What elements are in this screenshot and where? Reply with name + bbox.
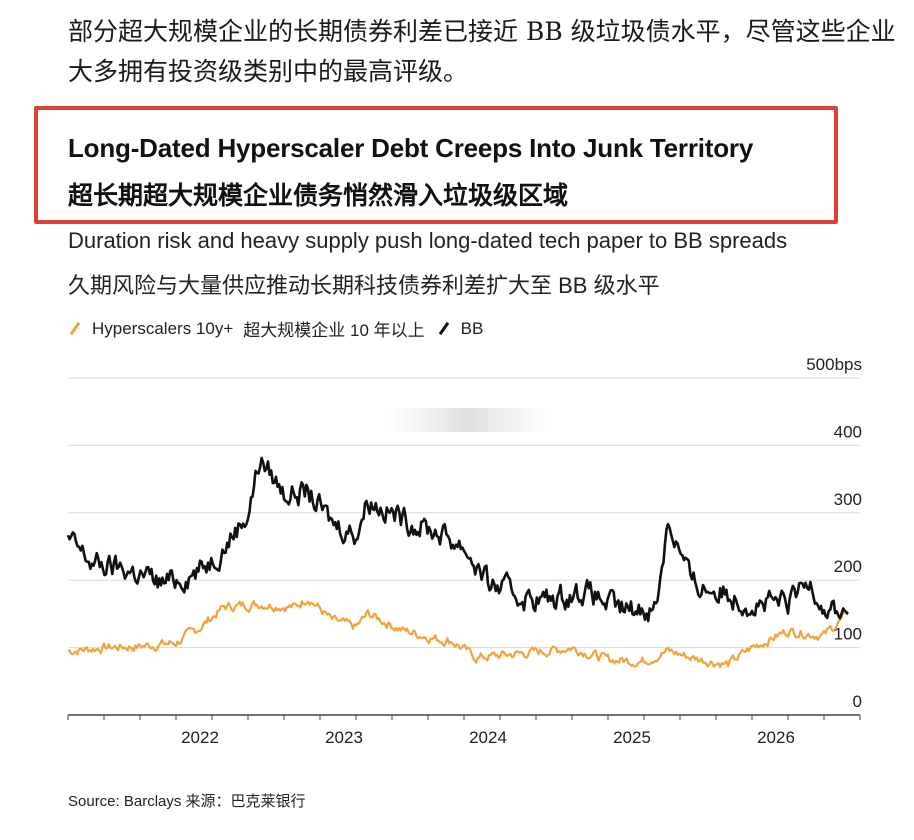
x-tick-label: 2025 [613, 728, 651, 747]
y-tick-label: 400 [834, 422, 862, 441]
y-tick-label: 300 [834, 490, 862, 509]
x-tick-label: 2022 [181, 728, 219, 747]
chart-subtitle: Duration risk and heavy supply push long… [68, 228, 788, 253]
legend-label-hyperscalers: Hyperscalers 10y+ [92, 318, 234, 338]
chart-subtitle-zh: 久期风险与大量供应推动长期科技债券利差扩大至 BB 级水平 [68, 273, 660, 298]
legend-swatch-bb [438, 321, 449, 336]
series-line-hyperscalers-10y [67, 600, 849, 669]
line-chart: 0 100 200 300 400 500bps 2022 2023 2024 2025 2026 [66, 355, 862, 747]
y-tick-label: 100 [834, 625, 862, 644]
legend-label-bb: BB [460, 318, 484, 338]
legend-item-hyperscalers: Hyperscalers 10y+ 超大规模企业 10 年以上 [68, 316, 425, 341]
intro-paragraph: 部分超大规模企业的长期债券利差已接近 BB 级垃圾债水平，尽管这些企业大多拥有投… [68, 17, 896, 86]
x-tick-label: 2023 [325, 728, 363, 747]
chart-title-zh: 超长期超大规模企业债务悄然滑入垃圾级区域 [68, 182, 569, 210]
x-tick-label: 2026 [757, 728, 795, 747]
x-tick-label: 2024 [469, 728, 507, 747]
legend-item-bb: BB [437, 318, 484, 339]
source-note: Source: Barclays 来源：巴克莱银行 [68, 793, 306, 810]
y-tick-label: 500bps [806, 355, 862, 374]
series-line-bb [66, 456, 849, 623]
y-tick-label: 200 [834, 557, 862, 576]
chart-title: Long-Dated Hyperscaler Debt Creeps Into … [68, 133, 754, 163]
title-highlight-box [34, 106, 838, 224]
chart-legend: Hyperscalers 10y+ 超大规模企业 10 年以上 BB [68, 316, 495, 341]
watermark-blur [388, 408, 548, 432]
legend-label-hyperscalers-zh: 超大规模企业 10 年以上 [243, 321, 425, 340]
y-tick-label: 0 [853, 692, 862, 711]
legend-swatch-hyperscalers [69, 321, 81, 336]
